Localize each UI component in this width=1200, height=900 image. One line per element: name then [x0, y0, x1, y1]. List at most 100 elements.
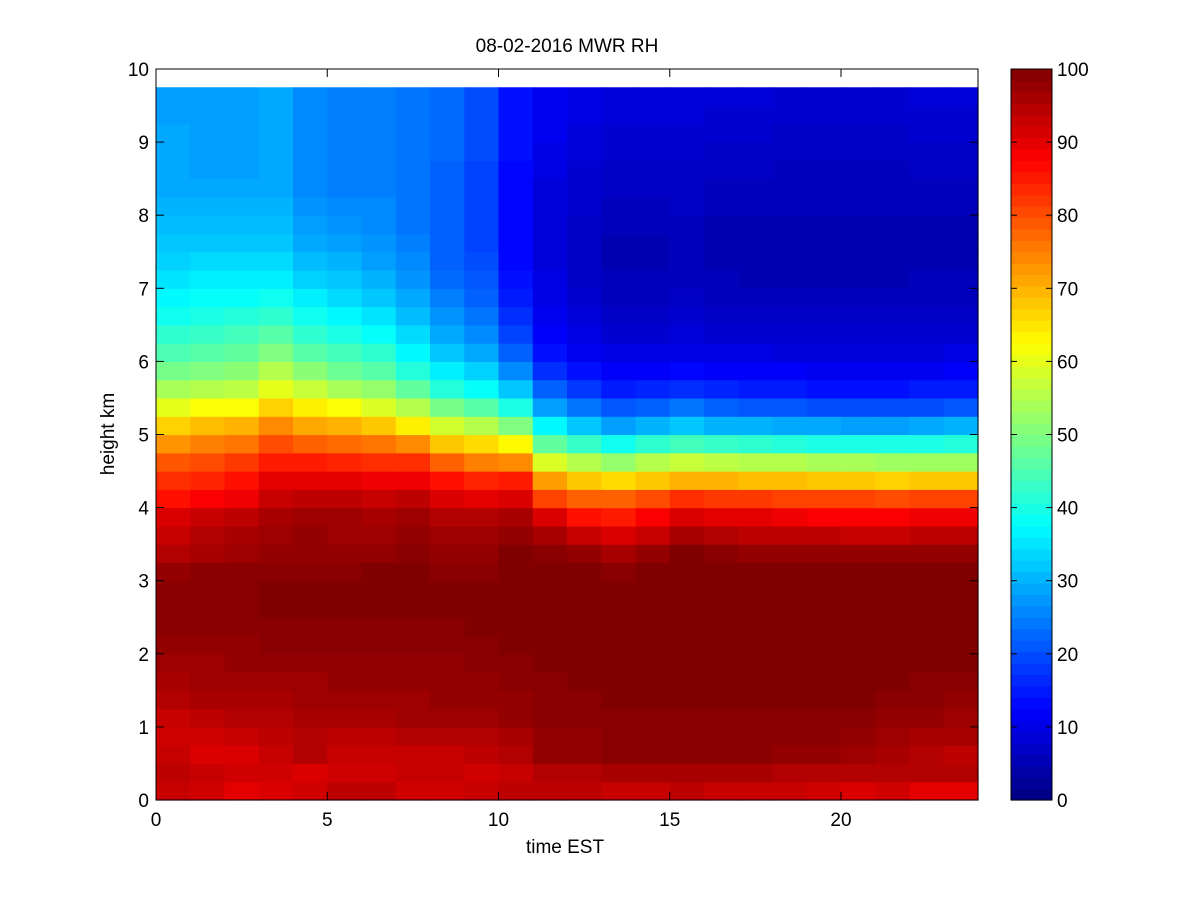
heatmap-cell — [567, 580, 602, 600]
heatmap-cell — [190, 324, 226, 344]
heatmap-cell — [943, 544, 979, 564]
heatmap-cell — [156, 87, 191, 107]
colorbar-segment — [1011, 365, 1052, 378]
heatmap-cell — [498, 251, 534, 271]
heatmap-cell — [327, 324, 363, 344]
heatmap-cell — [224, 105, 260, 125]
heatmap-cell — [601, 471, 637, 490]
heatmap-cell — [293, 397, 328, 417]
heatmap-cell — [327, 525, 363, 545]
heatmap-cell — [464, 544, 500, 564]
heatmap-cell — [395, 653, 431, 673]
heatmap-cell — [669, 635, 705, 655]
heatmap-cell — [361, 653, 397, 673]
heatmap-cell — [669, 288, 705, 308]
x-tick-label: 0 — [151, 810, 162, 831]
heatmap-cell — [156, 142, 191, 161]
heatmap-cell — [943, 672, 979, 691]
heatmap-cell — [395, 489, 431, 509]
heatmap-cell — [841, 471, 876, 490]
colorbar-segment — [1011, 91, 1052, 104]
heatmap-cell — [156, 653, 191, 673]
heatmap-cell — [567, 397, 602, 417]
heatmap-cell — [293, 452, 328, 472]
heatmap-cell — [258, 489, 294, 509]
heatmap-cell — [498, 306, 534, 326]
heatmap-cell — [772, 215, 808, 235]
heatmap-cell — [704, 416, 739, 436]
heatmap-cell — [327, 471, 363, 490]
colorbar-segment — [1011, 423, 1052, 436]
heatmap-cell — [909, 653, 945, 673]
heatmap-cell — [601, 434, 637, 454]
heatmap-cell — [464, 87, 500, 107]
y-axis-ticks: 0 1 2 3 4 5 6 7 8 9 10 — [128, 60, 978, 812]
colorbar-segment — [1011, 69, 1052, 82]
heatmap-cell — [635, 690, 671, 710]
heatmap-cell — [841, 763, 876, 783]
heatmap-cell — [430, 489, 465, 509]
colorbar-tick-label: 70 — [1057, 279, 1078, 300]
heatmap-cell — [430, 507, 465, 527]
heatmap-cell — [738, 105, 774, 125]
heatmap-cell — [704, 690, 739, 710]
heatmap-cell — [224, 708, 260, 728]
heatmap-cell — [498, 233, 534, 253]
heatmap-cell — [532, 726, 568, 746]
heatmap-cell — [258, 324, 294, 344]
heatmap-cell — [841, 562, 876, 582]
heatmap-cell — [430, 87, 465, 107]
heatmap-cell — [361, 489, 397, 509]
heatmap-cell — [498, 434, 534, 454]
heatmap-cell — [567, 562, 602, 582]
heatmap-cell — [635, 781, 671, 801]
heatmap-cell — [635, 544, 671, 564]
heatmap-cell — [806, 343, 842, 363]
heatmap-cell — [567, 452, 602, 472]
heatmap-cell — [909, 343, 945, 363]
heatmap-cell — [327, 562, 363, 582]
heatmap-cell — [909, 397, 945, 417]
heatmap-cell — [806, 324, 842, 344]
heatmap-cell — [395, 562, 431, 582]
heatmap-cell — [464, 361, 500, 381]
heatmap-cell — [635, 178, 671, 198]
colorbar-segment — [1011, 388, 1052, 401]
heatmap-cell — [156, 251, 191, 271]
heatmap-cell — [224, 598, 260, 618]
heatmap-cell — [395, 434, 431, 454]
heatmap-cell — [943, 525, 979, 545]
heatmap-cell — [909, 726, 945, 746]
heatmap-cell — [395, 763, 431, 783]
heatmap-cell — [258, 178, 294, 198]
heatmap-cell — [738, 763, 774, 783]
heatmap-cell — [293, 306, 328, 326]
heatmap-cell — [875, 471, 911, 490]
heatmap-cell — [498, 397, 534, 417]
heatmap-cell — [327, 87, 363, 107]
heatmap-cell — [293, 635, 328, 655]
heatmap-cell — [395, 745, 431, 765]
heatmap-cell — [327, 452, 363, 472]
heatmap-cell — [909, 306, 945, 326]
heatmap-cell — [464, 781, 500, 801]
heatmap-cell — [669, 142, 705, 161]
colorbar-segment — [1011, 331, 1052, 344]
heatmap-cell — [464, 142, 500, 161]
heatmap-cell — [430, 270, 465, 289]
heatmap-cell — [909, 416, 945, 436]
heatmap-cell — [806, 507, 842, 527]
heatmap-cell — [635, 763, 671, 783]
heatmap-cell — [601, 233, 637, 253]
heatmap-cell — [190, 745, 226, 765]
heatmap-cell — [909, 562, 945, 582]
heatmap-cell — [190, 617, 226, 637]
heatmap-cell — [704, 653, 739, 673]
heatmap-cell — [430, 416, 465, 436]
heatmap-cell — [875, 142, 911, 161]
heatmap-cell — [704, 489, 739, 509]
heatmap-cell — [909, 745, 945, 765]
heatmap-cell — [293, 324, 328, 344]
colorbar-segment — [1011, 674, 1052, 687]
heatmap-cell — [875, 288, 911, 308]
